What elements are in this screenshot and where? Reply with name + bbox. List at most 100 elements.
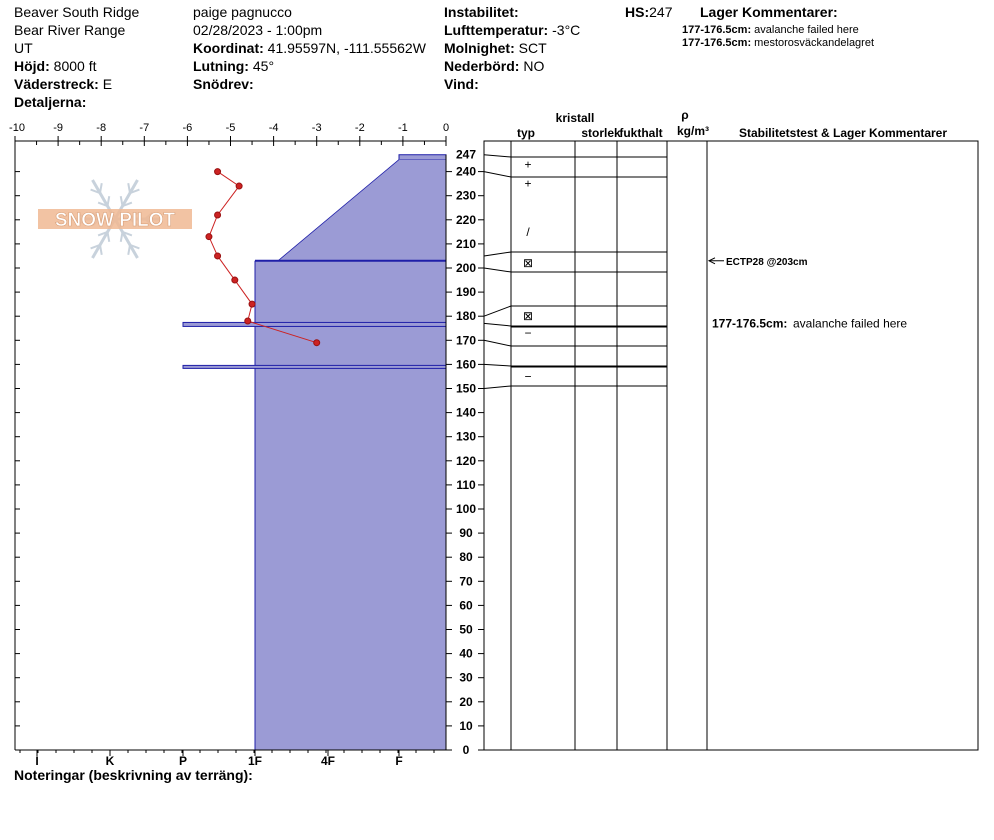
grain-type-symbol: − — [524, 326, 531, 340]
hardness-tick-label: 4F — [321, 754, 335, 768]
hardness-tick-label: F — [395, 754, 402, 768]
height-tick-label: 40 — [459, 647, 473, 661]
layer-comment-1-range: 177-176.5cm: — [682, 24, 752, 36]
hardness-tick-label: I — [35, 754, 38, 768]
col-crystal-label: kristall — [556, 111, 595, 125]
height-tick-label: 160 — [456, 357, 476, 371]
layer-connector — [483, 171, 512, 178]
grain-type-symbol: ⊠ — [523, 309, 533, 323]
elevation-label: Höjd: — [14, 58, 50, 74]
temp-tick-label: -10 — [9, 122, 25, 134]
logo-band — [38, 209, 192, 229]
col-type-label: typ — [517, 126, 535, 140]
hardness-profile — [182, 154, 447, 750]
coordinates-value: 41.95597N, -111.55562W — [267, 40, 426, 56]
weak-layer-160 — [182, 364, 447, 369]
snowflake-branch — [119, 195, 124, 207]
height-tick-label: 190 — [456, 285, 476, 299]
temp-tick-label: -4 — [269, 122, 279, 134]
grain-type-symbol: − — [524, 369, 531, 383]
temperature-point — [214, 211, 222, 219]
layer-comment-2-range: 177-176.5cm: — [682, 37, 752, 49]
elevation: Höjd: 8000 ft — [14, 57, 96, 75]
height-tick-label: 110 — [456, 478, 476, 492]
elevation-value: 8000 ft — [53, 58, 97, 74]
logo-text: SNOW PILOT — [55, 210, 176, 231]
precipitation-value: NO — [523, 58, 545, 74]
layer-note-range: 177-176.5cm: — [712, 316, 787, 330]
height-tick-label: 20 — [459, 695, 473, 709]
height-tick-label: 60 — [459, 598, 473, 612]
height-tick-label: 170 — [456, 333, 476, 347]
height-tick-label: 70 — [459, 574, 473, 588]
snowflake-branch — [97, 231, 108, 237]
layer-connector — [483, 305, 512, 317]
temperature-point — [313, 339, 321, 347]
height-tick-label: 200 — [456, 261, 476, 275]
snowflake-branch — [90, 188, 101, 194]
snowflake-branch — [127, 244, 131, 256]
grain-type-symbol: + — [524, 177, 531, 191]
layer-connector — [483, 267, 512, 273]
temperature-point — [214, 252, 222, 260]
slope-label: Lutning: — [193, 58, 249, 74]
coordinates-label: Koordinat: — [193, 40, 264, 56]
air-temperature: Lufttemperatur: -3°C — [444, 21, 580, 39]
snow-height-label: HS: — [625, 4, 650, 20]
snowflake-branch — [127, 182, 131, 194]
snowflake-branch — [119, 231, 124, 243]
layer-comment-1: 177-176.5cm: avalanche failed here — [682, 24, 859, 36]
grain-type-symbol: ⊠ — [523, 256, 533, 270]
height-tick-label: 220 — [456, 213, 476, 227]
layer-connector — [483, 322, 512, 327]
air-temperature-label: Lufttemperatur: — [444, 22, 549, 38]
col-density-unit-label: kg/m³ — [677, 124, 709, 138]
height-tick-label: 90 — [459, 526, 473, 540]
height-tick-label: 50 — [459, 623, 473, 637]
hardness-tick-label: P — [179, 754, 187, 768]
hardness-layer-top — [398, 154, 447, 161]
observer: paige pagnucco — [193, 4, 292, 20]
height-tick-label: 80 — [459, 550, 473, 564]
layer-connector — [483, 385, 512, 389]
temp-tick-label: -3 — [312, 122, 322, 134]
terrain-notes-label: Noteringar (beskrivning av terräng): — [14, 767, 253, 783]
layer-connector — [483, 339, 512, 347]
height-tick-label: 140 — [456, 406, 476, 420]
temp-tick-label: 0 — [443, 122, 449, 134]
hardness-tick-label: K — [106, 754, 115, 768]
temp-tick-label: -6 — [183, 122, 193, 134]
temperature-point — [235, 182, 243, 190]
temp-tick-label: -2 — [355, 122, 365, 134]
layer-comment-2: 177-176.5cm: mestorosväckandelagret — [682, 37, 874, 49]
grain-type-symbol: / — [526, 225, 530, 239]
height-tick-label: 0 — [463, 743, 470, 757]
snowpilot-logo: SNOW PILOT — [38, 179, 192, 259]
aspect: Väderstreck: E — [14, 75, 112, 93]
details-label: Detaljerna: — [14, 94, 87, 110]
stability-test-label: ECTP28 @203cm — [726, 257, 808, 268]
snowflake-branch — [99, 244, 103, 256]
wind-label: Vind: — [444, 76, 479, 92]
location: Beaver South Ridge — [14, 4, 140, 20]
height-tick-label: 180 — [456, 309, 476, 323]
sky-cover-value: SCT — [518, 40, 547, 56]
wind-transport-label: Snödrev: — [193, 76, 254, 92]
height-tick-label: 10 — [459, 719, 473, 733]
temperature-point — [248, 300, 256, 308]
snowflake-branch — [122, 201, 133, 207]
hardness-slope-edge — [277, 159, 400, 262]
temperature-point — [214, 168, 222, 176]
hardness-layer-main — [255, 260, 446, 750]
aspect-label: Väderstreck: — [14, 76, 99, 92]
snow-height: HS:247 — [625, 3, 672, 21]
layer-comment-2-text: mestorosväckandelagret — [754, 37, 875, 49]
temperature-point — [231, 276, 239, 284]
temperature-point — [244, 317, 252, 325]
layer-connector — [483, 154, 512, 158]
temp-tick-label: -5 — [226, 122, 236, 134]
height-tick-label: 150 — [456, 382, 476, 396]
mountain-range: Bear River Range — [14, 22, 126, 38]
precipitation-label: Nederbörd: — [444, 58, 520, 74]
